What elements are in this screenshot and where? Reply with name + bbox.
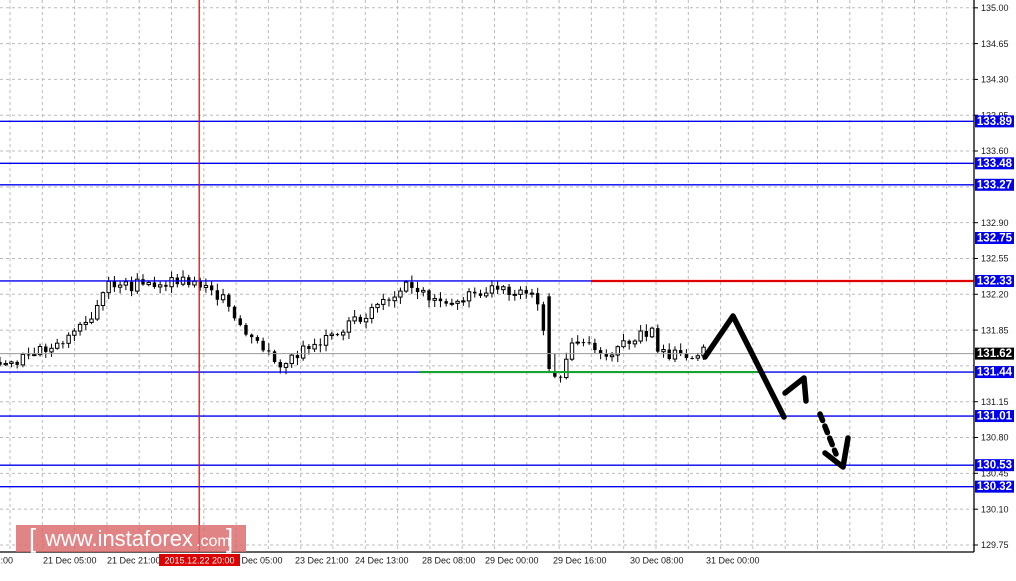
svg-text:132.20: 132.20 xyxy=(981,290,1009,300)
svg-text:30 Dec 08:00: 30 Dec 08:00 xyxy=(630,556,684,566)
svg-text:133.48: 133.48 xyxy=(977,158,1013,170)
svg-text:23 Dec 21:00: 23 Dec 21:00 xyxy=(295,556,349,566)
svg-text:134.65: 134.65 xyxy=(981,39,1009,49)
svg-text:29 Dec 16:00: 29 Dec 16:00 xyxy=(553,556,607,566)
svg-text:135.00: 135.00 xyxy=(981,3,1009,13)
svg-text:133.60: 133.60 xyxy=(981,146,1009,156)
svg-text:24 Dec 13:00: 24 Dec 13:00 xyxy=(355,556,409,566)
svg-text:2015.12.22 20:00: 2015.12.22 20:00 xyxy=(164,556,234,566)
svg-text:21 Dec 21:00: 21 Dec 21:00 xyxy=(107,556,161,566)
svg-text:132.33: 132.33 xyxy=(977,276,1012,288)
svg-text:31 Dec 00:00: 31 Dec 00:00 xyxy=(706,556,760,566)
svg-text:130.53: 130.53 xyxy=(977,460,1012,472)
svg-text:133.27: 133.27 xyxy=(977,179,1012,191)
svg-text:131.15: 131.15 xyxy=(981,397,1009,407)
svg-text:[: [ xyxy=(29,523,37,553)
svg-text:129.75: 129.75 xyxy=(981,540,1009,550)
svg-text:132.55: 132.55 xyxy=(981,254,1009,264)
svg-text:131.44: 131.44 xyxy=(977,367,1013,379)
svg-text:Dec 13:00: Dec 13:00 xyxy=(0,556,13,566)
svg-text:131.85: 131.85 xyxy=(981,325,1009,335)
svg-text:134.30: 134.30 xyxy=(981,75,1009,85)
svg-text:21 Dec 05:00: 21 Dec 05:00 xyxy=(43,556,97,566)
svg-text:130.80: 130.80 xyxy=(981,433,1009,443)
svg-text:28 Dec 08:00: 28 Dec 08:00 xyxy=(422,556,476,566)
svg-text:131.62: 131.62 xyxy=(977,348,1012,360)
svg-text:133.89: 133.89 xyxy=(977,116,1012,128)
svg-text:]: ] xyxy=(226,523,233,553)
svg-text:29 Dec 00:00: 29 Dec 00:00 xyxy=(485,556,539,566)
svg-text:www.instaforex: www.instaforex xyxy=(44,526,193,551)
svg-text:130.32: 130.32 xyxy=(977,481,1012,493)
svg-text:132.90: 132.90 xyxy=(981,218,1009,228)
svg-text:131.01: 131.01 xyxy=(977,411,1013,423)
svg-text:130.10: 130.10 xyxy=(981,504,1009,514)
svg-text:132.75: 132.75 xyxy=(977,233,1013,245)
